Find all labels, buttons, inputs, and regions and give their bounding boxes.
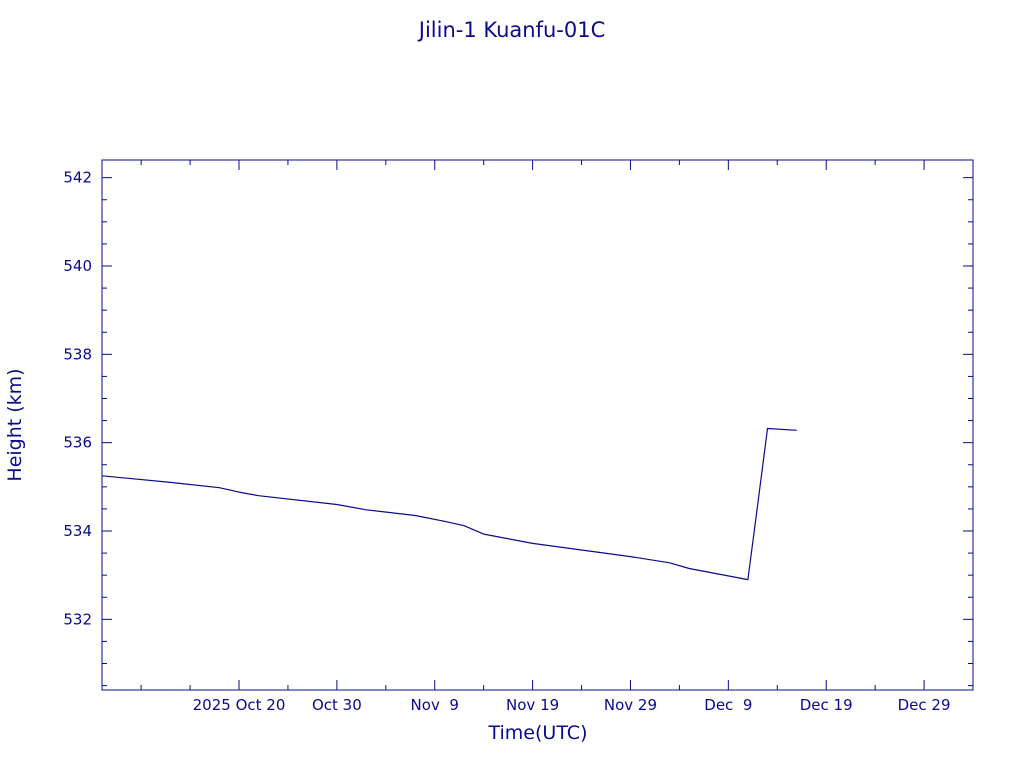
y-tick-label: 534 bbox=[63, 522, 92, 540]
x-tick-label: Dec 9 bbox=[704, 696, 752, 714]
y-tick-label: 542 bbox=[63, 169, 92, 187]
y-tick-label: 532 bbox=[63, 610, 92, 628]
x-axis-title: Time(UTC) bbox=[488, 722, 588, 744]
x-tick-label: Dec 29 bbox=[898, 696, 951, 714]
ticks bbox=[102, 160, 974, 690]
y-tick-label: 536 bbox=[63, 434, 92, 452]
x-tick-label: Dec 19 bbox=[800, 696, 853, 714]
chart-title: Jilin-1 Kuanfu-01C bbox=[417, 18, 606, 42]
x-tick-label: Nov 9 bbox=[411, 696, 459, 714]
y-axis-title: Height (km) bbox=[4, 368, 26, 481]
x-tick-label: Nov 29 bbox=[604, 696, 657, 714]
tick-labels: 2025 Oct 20 Oct 30 Nov 9 Nov 19 Nov 29 Dec 9 D… bbox=[63, 169, 950, 714]
x-tick-label: Oct 30 bbox=[312, 696, 362, 714]
plot-frame bbox=[101, 159, 974, 691]
x-tick-label: 2025 Oct 20 bbox=[193, 696, 286, 714]
x-tick-label: Nov 19 bbox=[506, 696, 559, 714]
series-line bbox=[101, 427, 797, 581]
series-group bbox=[101, 427, 797, 581]
y-tick-label: 540 bbox=[63, 257, 92, 275]
y-tick-label: 538 bbox=[63, 345, 92, 363]
